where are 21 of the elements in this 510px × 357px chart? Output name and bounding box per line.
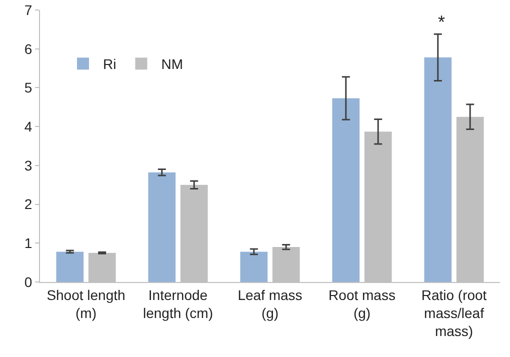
- x-tick-label: Shoot length (m): [46, 286, 126, 321]
- bar: [332, 98, 360, 282]
- y-tick-label: 5: [24, 80, 32, 96]
- legend-label: Ri: [103, 56, 116, 72]
- bar: [424, 57, 452, 282]
- legend-label: NM: [161, 56, 184, 72]
- bar: [56, 252, 84, 282]
- bar: [240, 252, 268, 282]
- annotation: *: [438, 12, 446, 32]
- y-tick-label: 1: [24, 235, 32, 252]
- y-tick-label: 4: [24, 118, 32, 134]
- x-tick-label: Root mass (g): [328, 286, 396, 321]
- y-tick-label: 6: [24, 40, 32, 57]
- x-tick-label: Ratio (root mass/leaf mass): [421, 286, 487, 340]
- x-tick-label: Internode length (cm): [142, 286, 214, 321]
- bar: [148, 172, 176, 282]
- y-tick-label: 2: [24, 196, 32, 212]
- y-tick-label: 0: [24, 274, 32, 290]
- y-tick-label: 7: [24, 2, 32, 18]
- y-tick-label: 3: [24, 157, 32, 174]
- x-tick-label: Leaf mass (g): [238, 286, 302, 321]
